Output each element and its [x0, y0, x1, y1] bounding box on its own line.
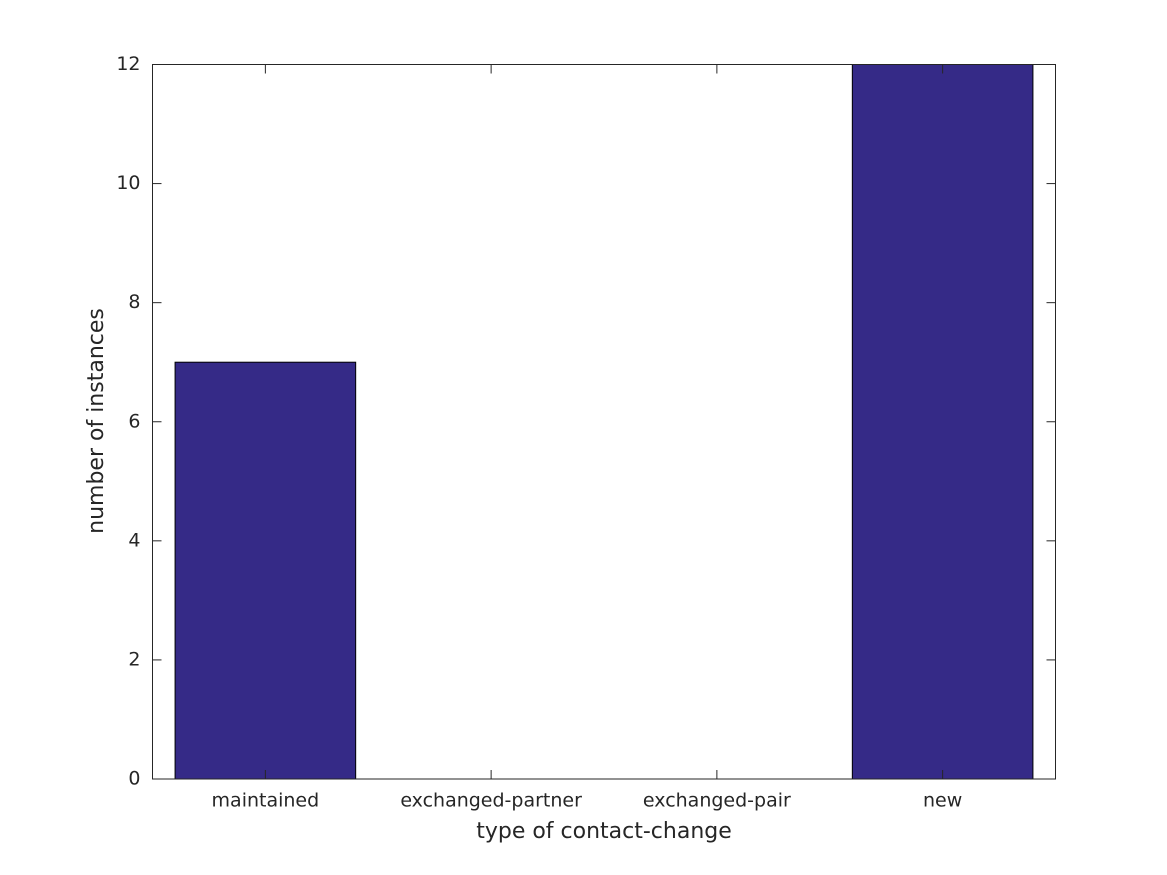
x-tick-label: maintained — [212, 790, 320, 812]
y-tick-label: 2 — [128, 648, 140, 670]
y-axis-label: number of instances — [84, 308, 109, 534]
x-axis-label: type of contact-change — [476, 819, 732, 844]
plot-area — [174, 64, 1034, 780]
y-tick-label: 12 — [116, 53, 140, 75]
x-tick-label: new — [923, 790, 962, 812]
x-tick-label: exchanged-pair — [643, 790, 791, 812]
y-tick-label: 4 — [128, 529, 140, 551]
y-tick-label: 0 — [128, 768, 140, 790]
bar — [174, 361, 357, 780]
x-tick-label: exchanged-partner — [400, 790, 582, 812]
y-tick-label: 6 — [128, 410, 140, 432]
y-tick-label: 10 — [116, 172, 140, 194]
y-tick-label: 8 — [128, 291, 140, 313]
bar — [851, 64, 1034, 780]
